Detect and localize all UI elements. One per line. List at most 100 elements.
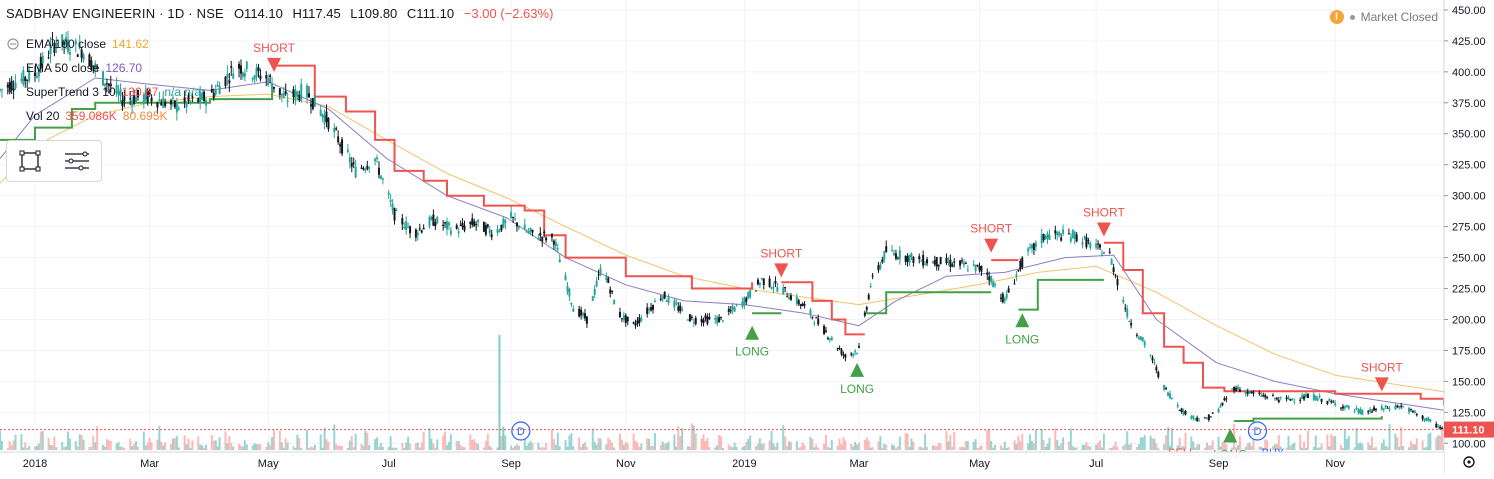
volume-bar [504, 435, 507, 450]
volume-bar [529, 440, 532, 450]
candle [8, 82, 11, 93]
candle [377, 167, 380, 175]
volume-bar [1223, 440, 1226, 450]
indicator-legend: EMA 100 close 141.62 EMA 50 close 126.70… [6, 32, 201, 128]
volume-bar [607, 437, 610, 450]
symbol-title[interactable]: SADBHAV ENGINEERIN · 1D · NSE [6, 6, 224, 21]
rectangle-select-icon[interactable] [18, 149, 42, 173]
candle [90, 60, 93, 70]
candle [568, 288, 571, 297]
candle [599, 268, 602, 276]
candle [626, 316, 629, 322]
volume-bar [1429, 432, 1432, 450]
volume-bar [444, 431, 447, 450]
volume-bar [92, 435, 95, 450]
candle [609, 289, 612, 294]
volume-bar [931, 445, 934, 450]
candle [789, 295, 792, 300]
candle [755, 289, 758, 292]
volume-bar [904, 433, 907, 450]
volume-bar [420, 442, 423, 450]
object-tree-icon[interactable] [63, 149, 91, 173]
volume-bar [799, 446, 802, 450]
volume-bar [1435, 437, 1438, 450]
legend-row-supertrend[interactable]: SuperTrend 3 10 130.67 n/a n/a [6, 80, 201, 104]
volume-bar [1194, 447, 1197, 450]
volume-bar [203, 447, 206, 450]
candle [1062, 229, 1065, 234]
candle [409, 226, 412, 234]
candle [362, 167, 365, 170]
volume-bar [119, 446, 122, 450]
volume-bar [325, 439, 328, 450]
candle [523, 224, 526, 230]
candle [105, 83, 108, 85]
legend-row-ema50[interactable]: EMA 50 close 126.70 [6, 56, 201, 80]
eye-icon[interactable] [6, 37, 20, 51]
volume-bar [962, 447, 965, 450]
candle [162, 97, 165, 108]
candle [1380, 406, 1383, 410]
candle [964, 262, 967, 264]
volume-bar [432, 443, 435, 450]
candle [659, 299, 662, 301]
candle [1205, 418, 1208, 420]
supertrend-down-segment [1103, 241, 1445, 406]
volume-bar [1019, 441, 1022, 450]
legend-row-ema100[interactable]: EMA 100 close 141.62 [6, 32, 201, 56]
volume-bar [1394, 433, 1397, 450]
candle [391, 203, 394, 210]
legend-row-volume[interactable]: Vol 20 359.086K 80.695K [6, 104, 201, 128]
candle [1361, 410, 1364, 416]
candle [1233, 386, 1236, 391]
candle [653, 301, 656, 303]
volume-bar [1060, 443, 1063, 450]
warning-icon[interactable]: ! [1329, 10, 1344, 24]
candle [1085, 237, 1088, 248]
candle [966, 269, 969, 271]
candle [1260, 395, 1263, 397]
volume-bar [714, 447, 717, 450]
candle [578, 308, 581, 317]
market-status[interactable]: ! Market Closed [1329, 10, 1438, 24]
candle [278, 88, 281, 96]
candle [459, 224, 462, 226]
volume-bar [216, 446, 219, 450]
volume-bar [1371, 436, 1374, 450]
volume-bar [74, 441, 77, 450]
volume-bar [842, 437, 845, 450]
candle [1176, 404, 1179, 407]
volume-bar [788, 441, 791, 450]
volume-bar [702, 434, 705, 450]
volume-bar [632, 433, 635, 450]
candle [933, 260, 936, 265]
volume-bar [595, 444, 598, 450]
volume-bar [191, 440, 194, 450]
volume-bar [300, 447, 303, 450]
volume-bar [840, 444, 843, 450]
candle [267, 78, 270, 85]
volume-bar [90, 446, 93, 450]
volume-bar [22, 447, 25, 450]
volume-bar [405, 442, 408, 450]
time-tick-label: Sep [501, 458, 521, 470]
candle [0, 89, 1, 91]
candle [894, 253, 897, 259]
volume-bar [992, 447, 995, 450]
candle [94, 63, 97, 69]
volume-bar [1252, 435, 1255, 450]
volume-bar [652, 446, 655, 450]
candle [33, 72, 36, 77]
price-tick-label: 200.00 [1452, 314, 1486, 326]
candle [115, 84, 118, 94]
candle [858, 346, 861, 348]
candle [6, 84, 9, 88]
candle [1019, 260, 1022, 270]
candle [414, 229, 417, 238]
volume-bar [1367, 442, 1370, 450]
candle [325, 111, 328, 122]
volume-bar [665, 443, 668, 450]
candle [591, 296, 594, 302]
